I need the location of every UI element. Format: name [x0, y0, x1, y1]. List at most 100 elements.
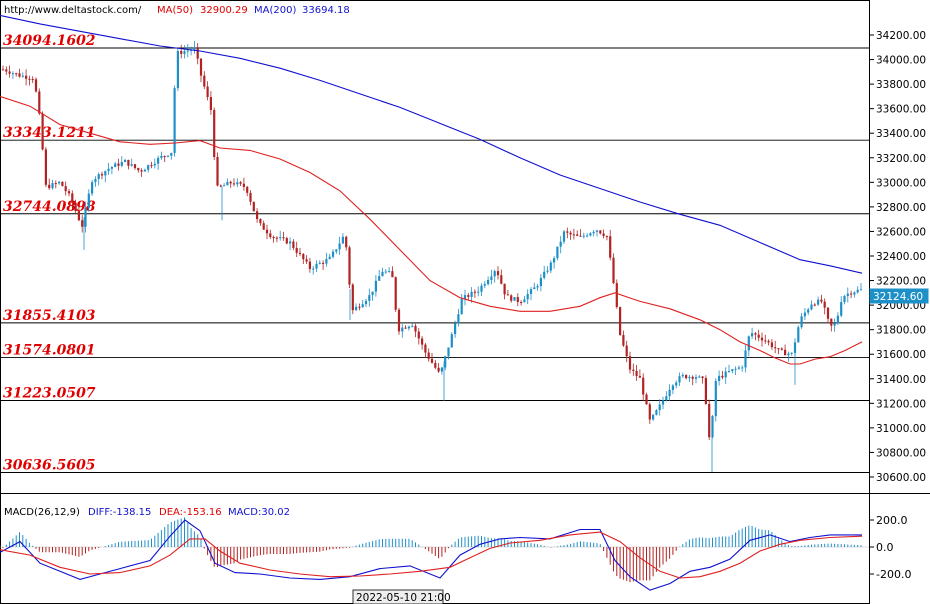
candle-body	[269, 233, 272, 238]
candle-body	[100, 174, 104, 176]
candle-body	[450, 334, 453, 348]
candle-body	[44, 149, 47, 185]
candle-body	[133, 164, 137, 169]
candle-body	[232, 183, 236, 185]
candle-body	[381, 271, 384, 277]
candle-body	[483, 284, 486, 286]
current-price-tag: 32124.60	[869, 288, 929, 304]
candle-body	[223, 185, 226, 187]
candle-body	[473, 291, 476, 293]
site-url[interactable]: http://www.deltastock.com/	[4, 5, 142, 16]
candle-body	[97, 174, 100, 179]
candle-body	[110, 166, 113, 169]
candle-body	[619, 307, 622, 336]
candle-body	[602, 233, 605, 237]
price-tick-label: 30800.00	[876, 447, 926, 459]
candle-body	[714, 380, 717, 417]
candle-body	[760, 337, 764, 341]
support-resistance-levels: 34094.1602 33343.1211 32744.0898 31855.4103…	[0, 33, 869, 474]
candle-body	[708, 403, 711, 438]
price-tick-label: 33200.00	[876, 153, 926, 165]
candle-body	[625, 345, 628, 357]
candle-body	[34, 79, 38, 92]
candle-body	[751, 333, 754, 337]
candle-body	[711, 416, 714, 438]
price-tick-label: 34200.00	[876, 30, 926, 42]
candle-body	[559, 241, 562, 247]
candle-body	[724, 371, 727, 378]
candle-body	[533, 287, 536, 290]
candle-body	[797, 327, 800, 343]
candle-body	[414, 325, 417, 332]
candle-body	[767, 340, 770, 343]
candle-body	[615, 283, 618, 308]
candle-body	[252, 201, 255, 212]
candle-body	[685, 375, 688, 379]
macd-dea-line	[0, 531, 863, 579]
candle-body	[292, 241, 295, 248]
candle-body	[236, 182, 239, 185]
candle-body	[361, 304, 364, 308]
candle-body	[622, 335, 625, 346]
candle-body	[407, 326, 410, 329]
candle-body	[810, 304, 813, 310]
candle-body	[351, 284, 354, 311]
candle-body	[850, 293, 853, 295]
macd-tick-label: 200.0	[876, 514, 908, 527]
price-tick-label: 31600.00	[876, 349, 926, 361]
level-label: 33343.1211	[3, 125, 96, 141]
candle-body	[127, 159, 130, 166]
candle-body	[658, 404, 661, 411]
price-tick-label: 33000.00	[876, 177, 926, 189]
candle-body	[388, 271, 391, 273]
candle-body	[368, 295, 371, 301]
candle-body	[206, 86, 209, 98]
candle-body	[609, 236, 612, 258]
candle-body	[846, 293, 849, 297]
candle-body	[183, 51, 186, 54]
candle-body	[813, 304, 816, 306]
candle-body	[579, 235, 582, 237]
candle-body	[21, 75, 24, 77]
candle-body	[520, 301, 523, 303]
candle-body	[727, 371, 731, 373]
candle-body	[496, 271, 500, 276]
ma50-label: MA(50)	[157, 5, 193, 16]
candle-body	[91, 182, 94, 194]
candle-body	[807, 309, 810, 313]
candle-body	[500, 275, 503, 284]
candle-body	[401, 327, 404, 332]
candle-body	[523, 299, 526, 303]
candle-body	[355, 306, 358, 311]
price-tick-label: 31200.00	[876, 398, 926, 410]
macd-dea-value: DEA:-153.16	[159, 507, 222, 518]
candle-body	[173, 88, 176, 153]
ma200-label: MA(200)	[254, 5, 296, 16]
candle-body	[77, 211, 80, 221]
candle-body	[444, 356, 447, 368]
candle-body	[721, 375, 724, 378]
candle-body	[595, 230, 599, 232]
candle-body	[31, 79, 34, 81]
candle-body	[671, 385, 674, 390]
candle-body	[259, 218, 262, 224]
candle-body	[427, 352, 430, 359]
candle-body	[665, 396, 668, 401]
candle-body	[691, 376, 694, 379]
candle-body	[836, 315, 839, 324]
candle-body	[655, 410, 658, 415]
candle-body	[480, 285, 483, 292]
candle-body	[114, 163, 117, 167]
candle-body	[275, 237, 278, 239]
candle-body	[25, 75, 28, 79]
candle-body	[599, 230, 602, 234]
candle-body	[242, 183, 245, 187]
candle-body	[506, 294, 509, 296]
candle-body	[331, 251, 335, 257]
level-label: 34094.1602	[3, 33, 96, 49]
level-label: 32744.0898	[3, 199, 96, 215]
candle-body	[820, 299, 823, 302]
time-cursor-label: 2022-05-10 21:00	[352, 589, 451, 604]
candle-body	[434, 362, 437, 368]
